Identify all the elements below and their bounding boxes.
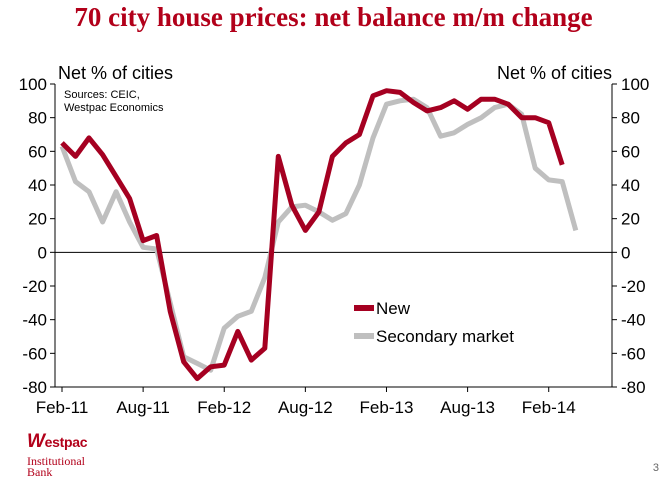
source-note-line1: Sources: CEIC,	[64, 89, 140, 101]
chart-series	[59, 88, 579, 382]
source-note-line2: Westpac Economics	[64, 102, 164, 114]
y-tick-label-right: -80	[621, 378, 646, 397]
y-tick-label-left: 0	[38, 243, 47, 262]
page-title: 70 city house prices: net balance m/m ch…	[74, 2, 593, 32]
y-axis-left: -80 -60 -40 -20 0 20 40 60 80 100	[19, 75, 55, 397]
series-line-new	[60, 88, 565, 382]
y-tick-label-left: 60	[28, 142, 47, 161]
x-tick-label: Aug-12	[278, 398, 333, 417]
x-axis: Feb-11 Aug-11 Feb-12 Aug-12 Feb-13 Aug-13 Feb-…	[36, 387, 576, 417]
y-tick-label-right: 20	[621, 210, 640, 229]
y-axis-left-label: Net % of cities	[58, 63, 173, 83]
y-tick-label-right: -60	[621, 344, 646, 363]
chart-legend: New Secondary market	[354, 299, 514, 346]
y-tick-label-left: -20	[22, 277, 47, 296]
y-tick-label-left: 100	[19, 75, 47, 94]
y-tick-label-right: 80	[621, 109, 640, 128]
x-tick-label: Aug-13	[440, 398, 495, 417]
y-tick-label-right: 0	[621, 243, 630, 262]
institutional-bank-logo: Institutional Bank	[27, 454, 85, 479]
y-tick-label-right: -20	[621, 277, 646, 296]
y-tick-label-right: -40	[621, 311, 646, 330]
legend-label-secondary: Secondary market	[376, 327, 514, 346]
y-tick-label-left: -60	[22, 344, 47, 363]
y-axis-right: -80 -60 -40 -20 0 20 40 60 80 100	[612, 75, 649, 397]
y-tick-label-left: -80	[22, 378, 47, 397]
legend-label-new: New	[376, 299, 411, 318]
westpac-logo: Westpac	[27, 431, 88, 452]
chart-grid	[54, 84, 613, 388]
y-tick-label-left: 40	[28, 176, 47, 195]
y-tick-label-left: 20	[28, 210, 47, 229]
y-tick-label-right: 60	[621, 142, 640, 161]
x-tick-label: Feb-12	[197, 398, 251, 417]
x-tick-label: Aug-11	[116, 398, 170, 417]
x-tick-label: Feb-13	[360, 398, 414, 417]
y-tick-label-right: 40	[621, 176, 640, 195]
x-tick-label: Feb-14	[522, 398, 576, 417]
x-tick-label: Feb-11	[36, 398, 89, 417]
y-tick-label-right: 100	[621, 75, 649, 94]
y-tick-label-left: 80	[28, 109, 47, 128]
y-tick-label-left: -40	[22, 311, 47, 330]
y-axis-right-label: Net % of cities	[497, 63, 612, 83]
page-number: 3	[652, 462, 659, 474]
